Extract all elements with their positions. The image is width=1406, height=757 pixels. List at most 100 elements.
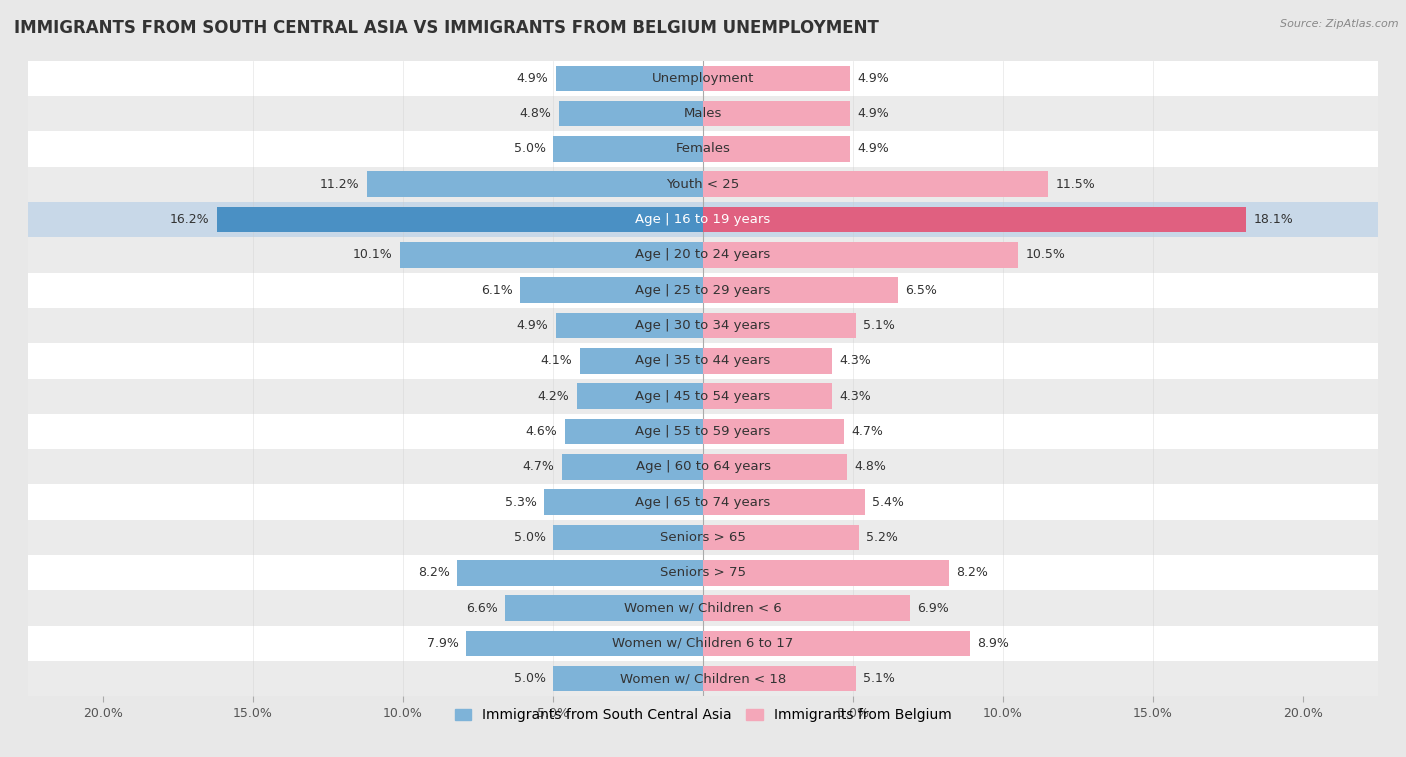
Bar	[703, 525, 859, 550]
Text: 5.0%: 5.0%	[513, 672, 546, 685]
Text: 4.9%: 4.9%	[858, 107, 889, 120]
Bar	[703, 490, 865, 515]
Text: 5.4%: 5.4%	[873, 496, 904, 509]
Text: 5.3%: 5.3%	[505, 496, 537, 509]
Bar	[28, 590, 1378, 626]
Text: Age | 20 to 24 years: Age | 20 to 24 years	[636, 248, 770, 261]
Text: 4.2%: 4.2%	[537, 390, 569, 403]
Text: 6.5%: 6.5%	[905, 284, 938, 297]
Bar	[28, 96, 1378, 131]
Text: Age | 60 to 64 years: Age | 60 to 64 years	[636, 460, 770, 473]
Text: Males: Males	[683, 107, 723, 120]
Bar	[28, 273, 1378, 308]
Bar	[581, 348, 703, 373]
Text: 4.8%: 4.8%	[855, 460, 886, 473]
Bar	[560, 101, 703, 126]
Bar	[28, 167, 1378, 202]
Bar	[217, 207, 703, 232]
Bar	[28, 484, 1378, 520]
Bar	[703, 560, 949, 585]
Bar	[703, 631, 970, 656]
Text: 4.3%: 4.3%	[839, 390, 872, 403]
Text: 4.6%: 4.6%	[526, 425, 558, 438]
Bar	[562, 454, 703, 479]
Text: Women w/ Children < 6: Women w/ Children < 6	[624, 602, 782, 615]
Bar	[703, 136, 851, 161]
Bar	[703, 384, 832, 409]
Bar	[553, 136, 703, 161]
Bar	[703, 278, 898, 303]
Text: 7.9%: 7.9%	[426, 637, 458, 650]
Text: 5.2%: 5.2%	[866, 531, 898, 544]
Text: Females: Females	[675, 142, 731, 155]
Text: 8.2%: 8.2%	[418, 566, 450, 579]
Text: 5.1%: 5.1%	[863, 319, 896, 332]
Bar	[703, 101, 851, 126]
Bar	[367, 172, 703, 197]
Bar	[28, 237, 1378, 273]
Text: Age | 30 to 34 years: Age | 30 to 34 years	[636, 319, 770, 332]
Text: 5.0%: 5.0%	[513, 142, 546, 155]
Text: Age | 45 to 54 years: Age | 45 to 54 years	[636, 390, 770, 403]
Bar	[576, 384, 703, 409]
Bar	[553, 525, 703, 550]
Text: 10.1%: 10.1%	[353, 248, 392, 261]
Text: 5.0%: 5.0%	[513, 531, 546, 544]
Text: 4.1%: 4.1%	[541, 354, 572, 367]
Text: Age | 25 to 29 years: Age | 25 to 29 years	[636, 284, 770, 297]
Bar	[703, 596, 910, 621]
Bar	[28, 308, 1378, 343]
Bar	[553, 666, 703, 691]
Text: 10.5%: 10.5%	[1025, 248, 1066, 261]
Text: 6.9%: 6.9%	[918, 602, 949, 615]
Text: Women w/ Children 6 to 17: Women w/ Children 6 to 17	[613, 637, 793, 650]
Bar	[565, 419, 703, 444]
Bar	[703, 454, 846, 479]
Text: Age | 55 to 59 years: Age | 55 to 59 years	[636, 425, 770, 438]
Text: 8.9%: 8.9%	[977, 637, 1010, 650]
Bar	[28, 661, 1378, 696]
Text: 11.5%: 11.5%	[1056, 178, 1095, 191]
Text: Youth < 25: Youth < 25	[666, 178, 740, 191]
Bar	[703, 348, 832, 373]
Text: 4.9%: 4.9%	[517, 319, 548, 332]
Bar	[28, 414, 1378, 449]
Bar	[555, 66, 703, 91]
Bar	[28, 131, 1378, 167]
Bar	[544, 490, 703, 515]
Bar	[703, 172, 1047, 197]
Bar	[520, 278, 703, 303]
Bar	[28, 61, 1378, 96]
Text: 4.9%: 4.9%	[517, 72, 548, 85]
Bar	[703, 313, 856, 338]
Text: 8.2%: 8.2%	[956, 566, 988, 579]
Bar	[703, 666, 856, 691]
Text: Unemployment: Unemployment	[652, 72, 754, 85]
Text: 6.6%: 6.6%	[465, 602, 498, 615]
Bar	[505, 596, 703, 621]
Text: 4.7%: 4.7%	[523, 460, 554, 473]
Text: 6.1%: 6.1%	[481, 284, 513, 297]
Text: 4.3%: 4.3%	[839, 354, 872, 367]
Bar	[28, 202, 1378, 237]
Text: 16.2%: 16.2%	[170, 213, 209, 226]
Text: Seniors > 65: Seniors > 65	[659, 531, 747, 544]
Text: Age | 16 to 19 years: Age | 16 to 19 years	[636, 213, 770, 226]
Bar	[28, 449, 1378, 484]
Bar	[703, 66, 851, 91]
Text: 18.1%: 18.1%	[1253, 213, 1294, 226]
Text: 11.2%: 11.2%	[321, 178, 360, 191]
Text: Age | 65 to 74 years: Age | 65 to 74 years	[636, 496, 770, 509]
Bar	[703, 419, 844, 444]
Bar	[28, 626, 1378, 661]
Bar	[28, 520, 1378, 555]
Text: Women w/ Children < 18: Women w/ Children < 18	[620, 672, 786, 685]
Bar	[401, 242, 703, 267]
Text: Source: ZipAtlas.com: Source: ZipAtlas.com	[1281, 19, 1399, 29]
Bar	[703, 242, 1018, 267]
Text: 5.1%: 5.1%	[863, 672, 896, 685]
Text: 4.9%: 4.9%	[858, 142, 889, 155]
Text: Age | 35 to 44 years: Age | 35 to 44 years	[636, 354, 770, 367]
Bar	[555, 313, 703, 338]
Bar	[28, 378, 1378, 414]
